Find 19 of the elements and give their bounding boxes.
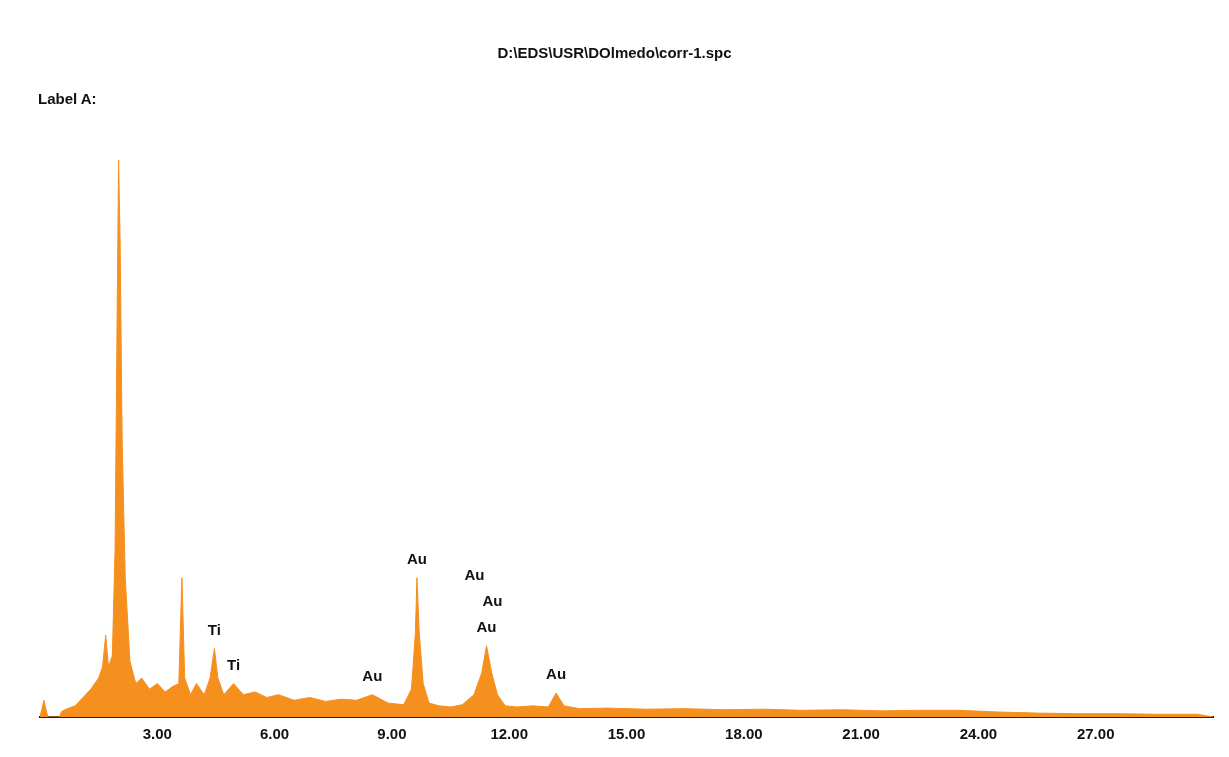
annotation: Au — [546, 665, 567, 683]
text: Label A: — [38, 90, 97, 107]
x-tick-label: 15.00 — [607, 725, 646, 743]
annotation: Au — [362, 666, 383, 684]
annotation: Au — [482, 591, 503, 609]
x-tick-label: 27.00 — [1076, 725, 1115, 743]
annotation: Ti — [207, 620, 221, 638]
x-tick-label: 6.00 — [260, 725, 290, 743]
annotation: Ti — [227, 655, 241, 673]
x-tick-label: 9.00 — [377, 725, 407, 743]
annotation: Au — [406, 549, 427, 567]
x-tick-label: 12.00 — [490, 725, 528, 743]
annotation: Au — [476, 617, 497, 635]
x-tick-label: 18.00 — [725, 725, 763, 743]
x-tick-label: 3.00 — [142, 725, 172, 743]
x-tick-label: 21.00 — [842, 725, 880, 743]
x-tick-label: 24.00 — [959, 725, 998, 743]
annotation: Au — [464, 565, 485, 583]
chart-title: D:\EDS\USR\DOlmedo\corr-1.spc — [496, 44, 733, 61]
